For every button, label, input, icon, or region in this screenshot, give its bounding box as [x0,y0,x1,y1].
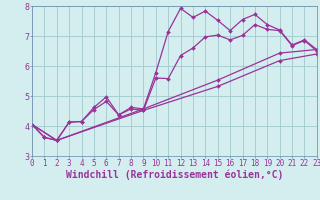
X-axis label: Windchill (Refroidissement éolien,°C): Windchill (Refroidissement éolien,°C) [66,169,283,180]
